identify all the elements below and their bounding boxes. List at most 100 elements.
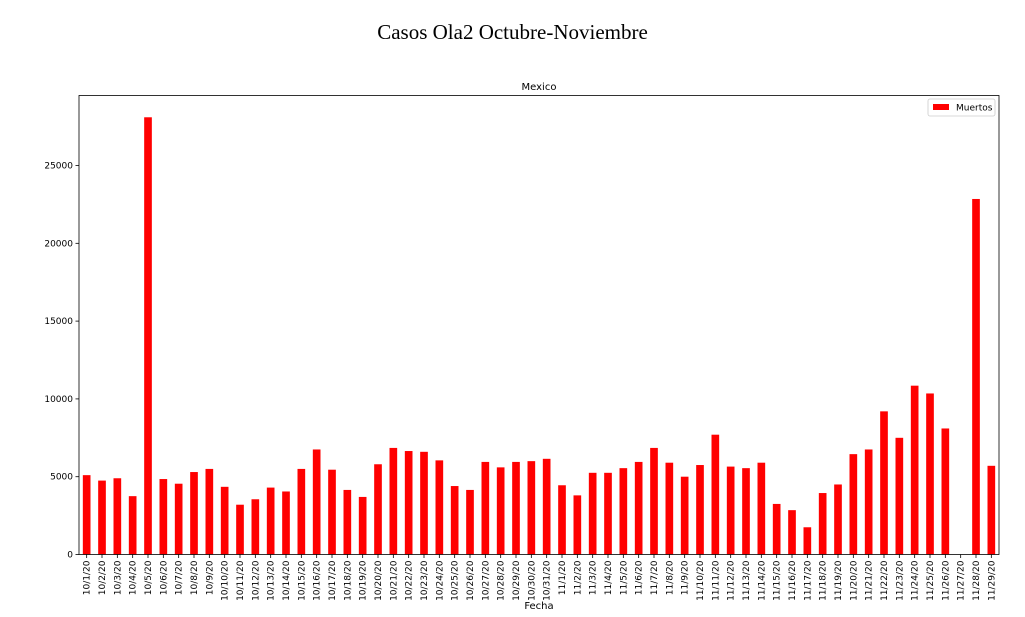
x-tick-label: 11/28/20: [972, 560, 982, 601]
bar: [389, 447, 398, 555]
bar: [190, 472, 198, 555]
x-tick-label: 10/17/20: [328, 560, 338, 601]
legend-box: [927, 98, 996, 117]
bar: [404, 451, 413, 555]
legend-swatch: [933, 104, 949, 110]
x-tick-label: 11/12/20: [727, 560, 737, 601]
bar: [481, 461, 490, 555]
bar: [174, 483, 183, 555]
x-tick-label: 11/1/20: [558, 560, 568, 595]
x-tick-label: 10/25/20: [451, 560, 461, 601]
x-tick-label: 11/3/20: [589, 560, 599, 595]
bar: [144, 117, 152, 555]
bar: [742, 468, 750, 555]
bar: [266, 487, 275, 555]
bar: [910, 385, 919, 555]
x-tick-label: 10/1/20: [83, 560, 93, 595]
x-tick-label: 11/26/20: [941, 560, 951, 601]
x-tick-label: 10/5/20: [144, 560, 154, 595]
y-tick-label: 10000: [44, 395, 73, 405]
bar: [282, 491, 290, 555]
x-tick-label: 10/9/20: [205, 560, 215, 595]
x-tick-label: 11/2/20: [573, 560, 583, 595]
bar: [82, 475, 91, 555]
bar: [665, 462, 674, 555]
bar: [619, 468, 628, 555]
bar: [374, 464, 382, 555]
x-tick-label: 10/11/20: [236, 560, 246, 601]
x-tick-label: 11/10/20: [696, 560, 706, 601]
bar: [496, 467, 505, 555]
x-axis: 10/1/20 10/2/20 10/3/20 10/4/20 10/5/20 10/6/…: [83, 554, 997, 601]
bar: [328, 469, 336, 555]
bar: [849, 454, 858, 555]
bar: [527, 461, 536, 555]
bar: [834, 484, 842, 555]
bar: [450, 486, 459, 555]
x-tick-label: 11/22/20: [880, 560, 890, 601]
bar: [987, 465, 996, 555]
x-tick-label: 10/14/20: [282, 560, 292, 601]
bar: [420, 451, 428, 555]
bar: [711, 434, 720, 555]
bar: [573, 495, 582, 555]
y-tick-label: 25000: [44, 162, 73, 172]
bar: [604, 472, 612, 555]
bar: [512, 461, 520, 555]
x-tick-label: 10/22/20: [405, 560, 415, 601]
bar: [803, 527, 812, 555]
bar: [588, 472, 597, 555]
x-tick-label: 11/9/20: [681, 560, 691, 595]
bar: [941, 428, 950, 555]
bar: [880, 411, 888, 555]
x-tick-label: 10/26/20: [466, 560, 476, 601]
x-tick-label: 11/8/20: [665, 560, 675, 595]
legend: Muertos: [927, 98, 996, 117]
x-tick-label: 10/19/20: [359, 560, 369, 601]
x-tick-label: 11/24/20: [911, 560, 921, 601]
bar: [818, 493, 827, 555]
legend-label: Muertos: [956, 104, 993, 114]
bar: [757, 462, 766, 555]
bar: [113, 478, 122, 555]
x-tick-label: 10/18/20: [343, 560, 353, 601]
x-tick-label: 10/4/20: [129, 560, 139, 595]
x-tick-label: 11/27/20: [957, 560, 967, 601]
y-tick-label: 0: [67, 551, 73, 561]
x-tick-label: 10/10/20: [221, 560, 231, 601]
bar: [128, 496, 137, 555]
bar: [220, 486, 229, 555]
x-tick-label: 11/15/20: [773, 560, 783, 601]
bar: [680, 476, 689, 555]
bar: [772, 503, 781, 555]
x-tick-label: 10/8/20: [190, 560, 200, 595]
x-tick-label: 10/28/20: [497, 560, 507, 601]
bar: [558, 485, 566, 555]
x-tick-label: 10/12/20: [251, 560, 261, 601]
bar: [696, 465, 704, 555]
x-tick-label: 10/27/20: [481, 560, 491, 601]
x-tick-label: 11/6/20: [635, 560, 645, 595]
bar: [435, 460, 444, 555]
x-tick-label: 10/2/20: [98, 560, 108, 595]
x-tick-label: 11/18/20: [819, 560, 829, 601]
bar: [466, 489, 474, 555]
x-tick-label: 11/4/20: [604, 560, 614, 595]
x-tick-label: 11/11/20: [711, 560, 721, 601]
bar: [205, 468, 214, 555]
x-tick-label: 10/24/20: [435, 560, 445, 601]
bar: [542, 458, 551, 555]
x-tick-label: 11/29/20: [987, 560, 997, 601]
bar: [297, 468, 306, 555]
x-tick-label: 11/7/20: [650, 560, 660, 595]
y-tick-label: 5000: [50, 473, 73, 483]
x-tick-label: 11/23/20: [895, 560, 905, 601]
y-tick-label: 15000: [44, 317, 73, 327]
x-tick-label: 10/15/20: [297, 560, 307, 601]
plot-frame: [78, 95, 1000, 555]
figure-title: Casos Ola2 Octubre-Noviembre: [377, 20, 648, 44]
x-tick-label: 10/16/20: [313, 560, 323, 601]
x-tick-label: 10/3/20: [113, 560, 123, 595]
x-tick-label: 11/17/20: [803, 560, 813, 601]
x-tick-label: 10/13/20: [267, 560, 277, 601]
